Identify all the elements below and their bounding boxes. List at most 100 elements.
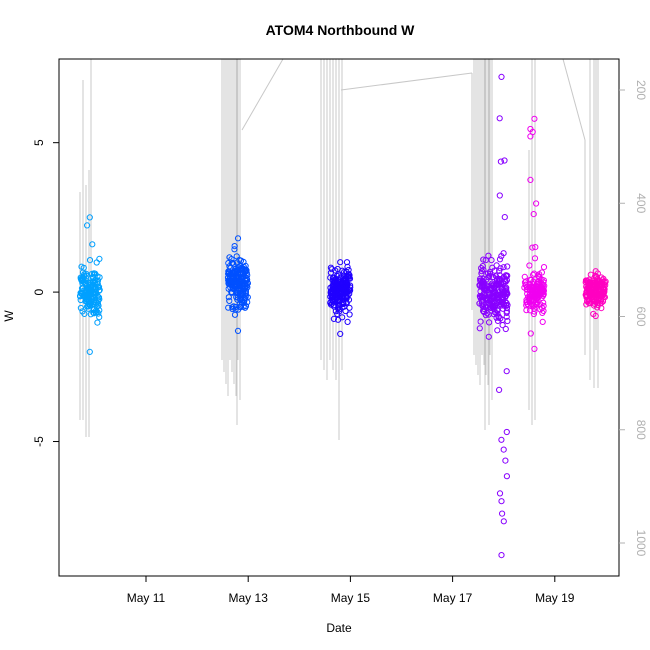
data-point [330,315,337,322]
data-point [87,311,94,318]
data-point [231,246,238,253]
data-point [487,301,494,308]
data-point [539,292,547,299]
data-point [228,256,235,263]
data-point [83,282,91,289]
data-point [530,211,537,218]
data-point [346,304,353,311]
data-point [339,267,346,274]
data-point [521,273,528,280]
data-point [582,291,589,298]
data-point [586,282,593,289]
data-point [503,473,510,480]
data-point [488,284,495,291]
data-point [496,192,503,199]
data-point [496,490,504,497]
data-point [496,115,503,122]
data-point [231,311,239,318]
y-axis: -5 0 5 [32,139,59,447]
data-point [497,158,504,165]
data-point [496,256,504,263]
x-tick-label: May 11 [127,591,166,605]
data-point [87,279,94,286]
data-point [530,285,537,292]
data-point [229,285,236,292]
data-point [93,259,100,266]
data-point [335,316,342,323]
data-point [232,277,239,284]
data-point [595,285,602,292]
data-point [240,303,247,310]
data-point [532,291,539,298]
data-point [540,279,547,286]
data-point [230,269,237,276]
data-point [539,318,546,325]
data-point [491,284,498,291]
data-point [495,313,502,320]
data-point [336,303,343,310]
data-point [497,315,504,322]
data-point [88,287,95,294]
data-point [490,295,497,302]
data-point [494,310,501,317]
data-point [480,266,487,273]
data-point [533,200,540,207]
data-point [503,309,510,316]
data-point [593,298,600,306]
data-point [527,176,534,183]
data-point [541,282,548,289]
data-point [329,293,336,300]
data-point [494,294,501,301]
data-point [498,552,505,559]
data-point [86,348,93,355]
right-tick-label: 400 [634,193,648,213]
data-point [499,510,506,517]
data-point [343,259,351,266]
data-point [584,292,591,300]
data-point [496,386,503,393]
data-point [340,287,347,294]
data-point [95,284,102,291]
right-tick-label: 1000 [634,530,648,557]
data-point [532,244,539,251]
data-point [340,300,347,307]
data-point [486,319,493,326]
data-point [80,264,87,271]
data-point [538,269,546,276]
data-point [495,276,502,283]
data-point [346,287,353,294]
data-point [337,259,344,266]
data-point [85,303,92,310]
data-point [534,279,541,286]
data-point [527,330,534,337]
data-point [234,327,242,334]
data-point [583,301,590,308]
data-point [477,318,484,325]
data-point [236,287,243,294]
data-point [476,293,483,300]
data-point [597,282,604,289]
data-point [480,256,487,263]
data-point [498,290,505,297]
data-point [237,296,244,303]
data-point [344,318,351,325]
data-point [337,330,344,337]
chart-title: ATOM4 Northbound W [266,22,416,38]
data-point [501,157,508,164]
data-point [531,305,538,312]
data-point [488,257,495,264]
data-point [476,281,483,288]
data-point [502,298,509,305]
data-point [523,286,530,293]
right-tick-label: 600 [634,306,648,326]
data-point [523,283,531,291]
data-point [592,268,599,275]
data-point [231,243,238,250]
data-point [476,325,483,332]
data-point [478,268,485,275]
data-point [502,285,509,292]
data-point [89,241,96,248]
data-point [526,262,533,269]
data-point [340,293,347,300]
